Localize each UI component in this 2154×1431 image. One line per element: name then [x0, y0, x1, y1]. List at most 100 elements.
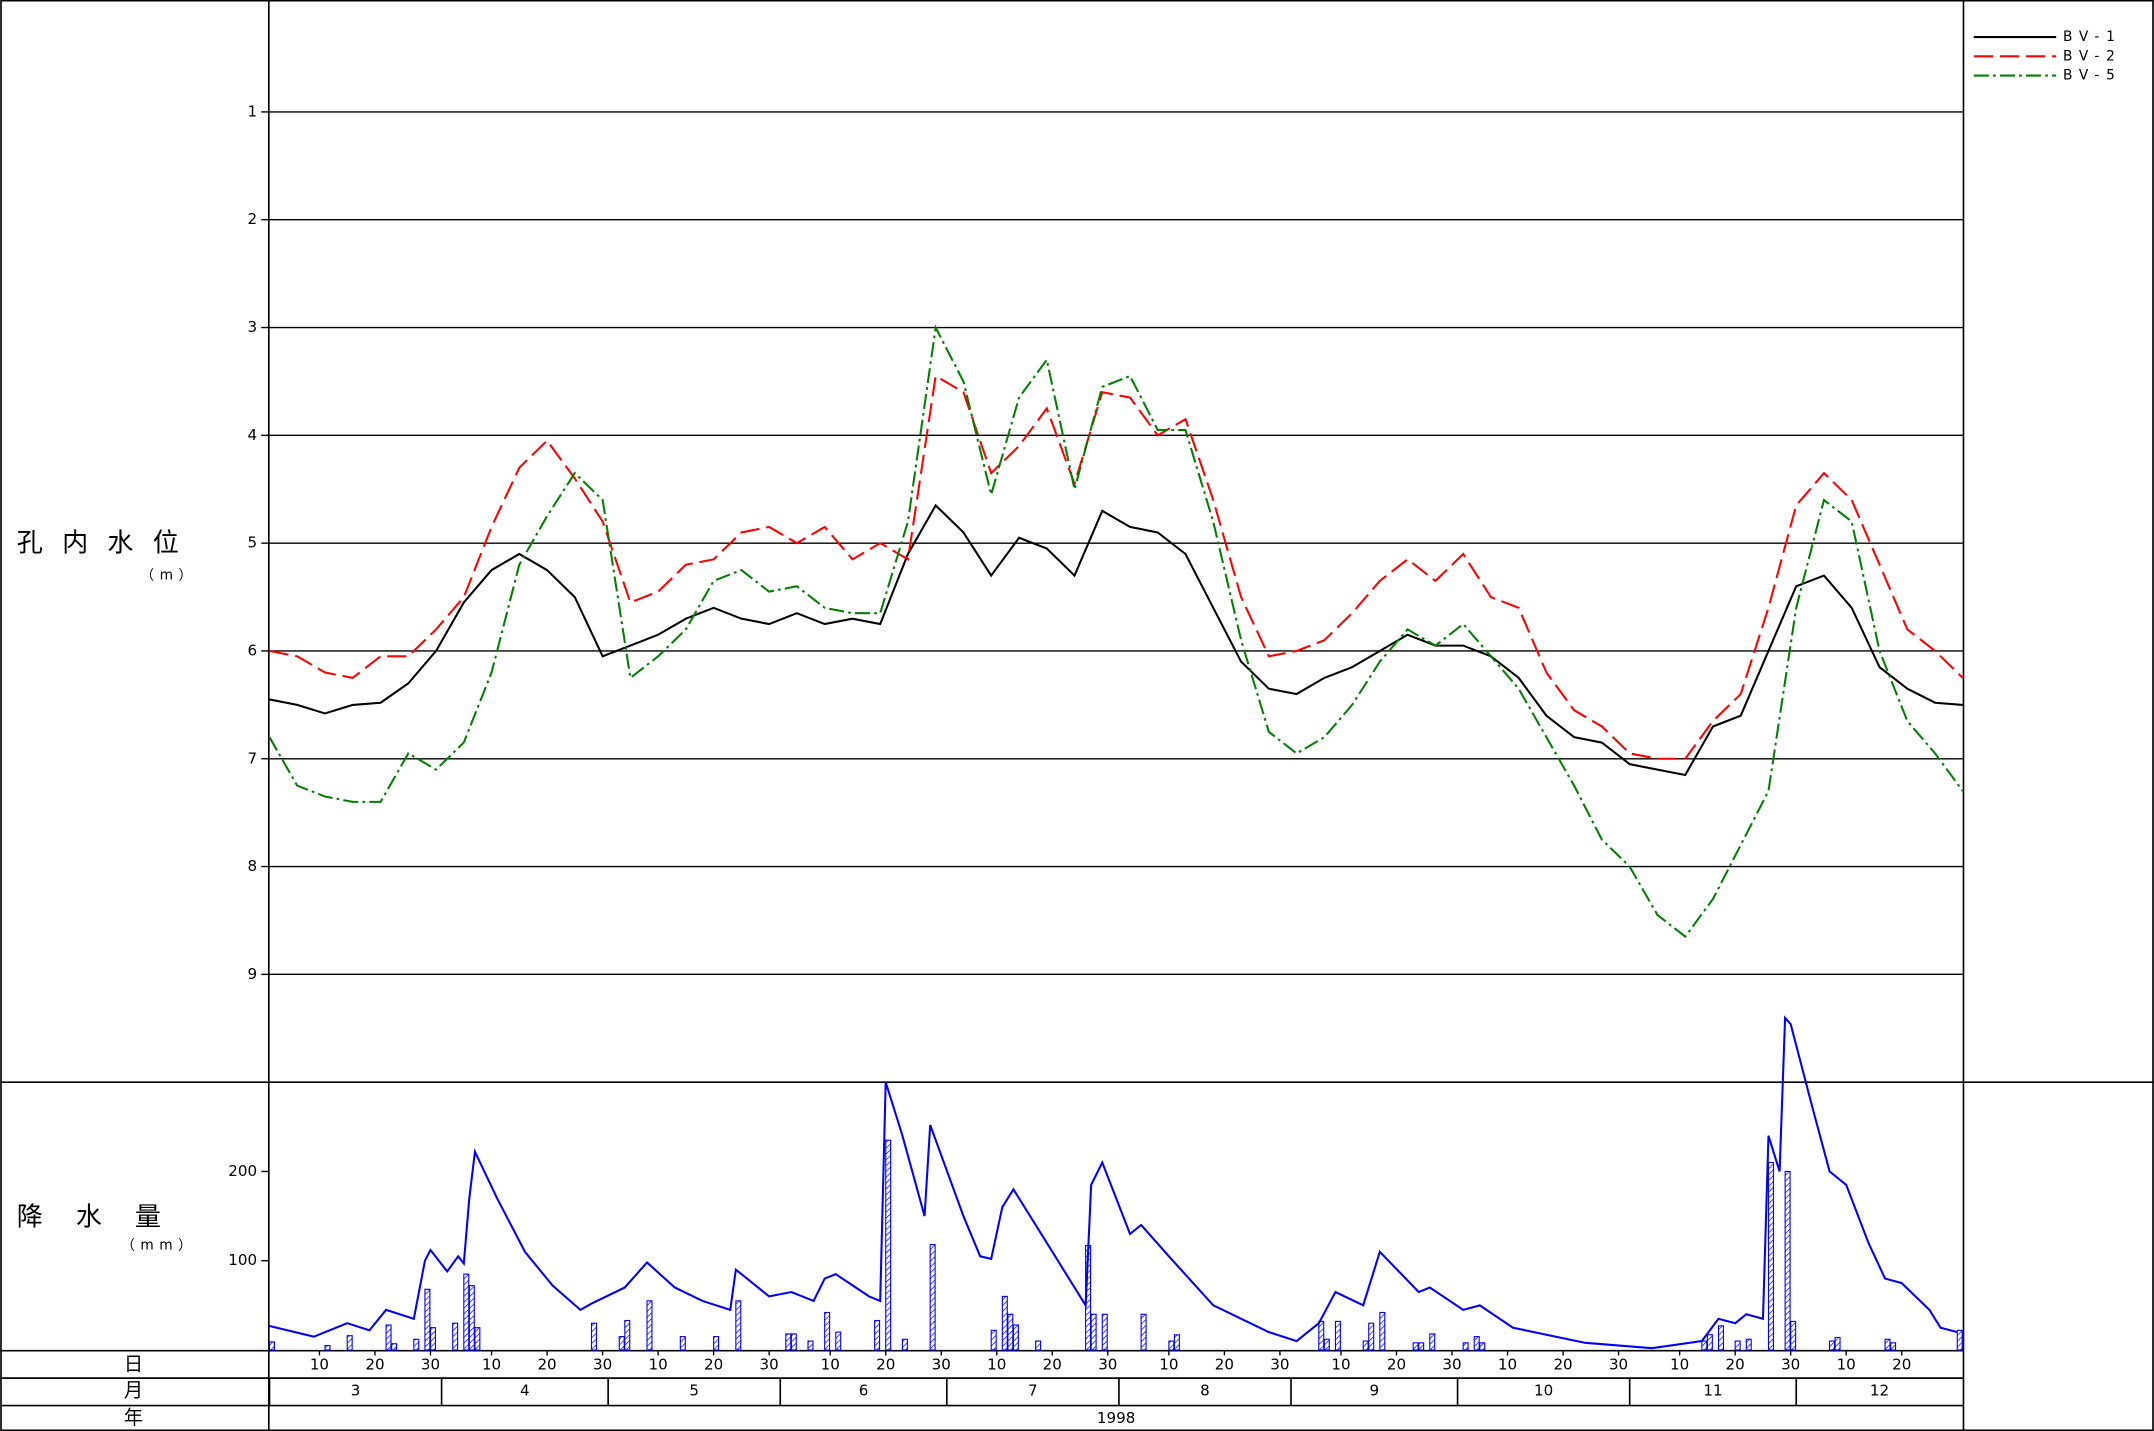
bar	[807, 1340, 814, 1351]
bar	[1956, 1329, 1963, 1351]
bar	[646, 1300, 653, 1351]
bar	[1462, 1342, 1469, 1351]
legend-label: BV-1	[2063, 29, 2122, 45]
x-tick-label: 30	[1781, 1356, 1800, 1374]
bar	[452, 1322, 459, 1351]
y-axis-label: 降水量	[17, 1203, 194, 1233]
x-tick-label: 30	[932, 1356, 951, 1374]
bar	[1168, 1340, 1175, 1351]
bar	[835, 1331, 842, 1351]
bar	[1418, 1342, 1425, 1351]
bar	[474, 1327, 481, 1351]
x-tick-label: 10	[1159, 1356, 1178, 1374]
bar	[929, 1244, 936, 1351]
bar	[1318, 1320, 1325, 1351]
bar	[885, 1139, 892, 1351]
month-label: 11	[1703, 1382, 1722, 1400]
bar	[1323, 1338, 1330, 1351]
bar	[463, 1273, 470, 1351]
bar	[391, 1343, 398, 1351]
x-tick-label: 20	[1043, 1356, 1062, 1374]
bar	[1001, 1295, 1008, 1351]
y-axis-label: 孔内水位	[17, 528, 198, 558]
month-label: 12	[1870, 1382, 1889, 1400]
bar	[385, 1324, 392, 1351]
bar	[990, 1329, 997, 1351]
bar	[424, 1288, 431, 1351]
bar	[590, 1322, 597, 1351]
x-tick-label: 10	[649, 1356, 668, 1374]
x-tick-label: 30	[1442, 1356, 1461, 1374]
row-label: 月	[124, 1379, 143, 1402]
x-tick-label: 20	[1892, 1356, 1911, 1374]
bar	[624, 1319, 631, 1351]
y-tick-label: 5	[248, 534, 258, 552]
bar	[1090, 1313, 1097, 1351]
x-tick-label: 10	[310, 1356, 329, 1374]
bar	[1717, 1325, 1725, 1351]
year-label: 1998	[1097, 1409, 1135, 1427]
bar	[1828, 1340, 1836, 1351]
month-label: 10	[1534, 1382, 1553, 1400]
bar	[1784, 1170, 1791, 1351]
bar	[735, 1300, 742, 1351]
bar	[1368, 1322, 1375, 1351]
bar	[1890, 1342, 1897, 1351]
legend-label: BV-5	[2063, 68, 2122, 84]
x-tick-label: 30	[421, 1356, 440, 1374]
y-tick-label: 3	[248, 318, 258, 336]
bar	[1473, 1336, 1480, 1351]
bar	[1012, 1324, 1019, 1351]
bar	[1834, 1336, 1841, 1351]
x-tick-label: 10	[987, 1356, 1006, 1374]
x-tick-label: 30	[1270, 1356, 1289, 1374]
y-tick-label: 2	[248, 210, 258, 228]
bar	[324, 1344, 331, 1351]
x-tick-label: 10	[821, 1356, 840, 1374]
x-tick-label: 20	[1387, 1356, 1406, 1374]
x-tick-label: 10	[1498, 1356, 1517, 1374]
month-label: 9	[1369, 1382, 1379, 1400]
x-tick-label: 10	[1837, 1356, 1856, 1374]
bar	[1790, 1320, 1797, 1351]
bar	[618, 1336, 625, 1351]
x-tick-label: 20	[365, 1356, 384, 1374]
y-tick-label: 200	[228, 1162, 257, 1180]
y-tick-label: 8	[248, 857, 258, 875]
x-tick-label: 20	[537, 1356, 556, 1374]
line-series	[269, 503, 1963, 777]
x-tick-label: 10	[482, 1356, 501, 1374]
month-label: 8	[1200, 1382, 1210, 1400]
x-tick-label: 30	[760, 1356, 779, 1374]
bar	[901, 1338, 908, 1351]
legend-label: BV-2	[2063, 48, 2122, 64]
month-label: 3	[351, 1382, 361, 1400]
x-tick-label: 30	[593, 1356, 612, 1374]
line-series	[269, 1015, 1958, 1350]
bar	[468, 1285, 475, 1351]
line-series	[269, 374, 1964, 760]
x-tick-label: 30	[1609, 1356, 1628, 1374]
bar	[1412, 1342, 1419, 1351]
bar	[1479, 1342, 1486, 1351]
month-label: 6	[859, 1382, 869, 1400]
y-axis-unit: （mm）	[121, 1238, 197, 1254]
y-tick-label: 7	[248, 749, 258, 767]
bar	[1706, 1334, 1713, 1351]
month-label: 7	[1028, 1382, 1038, 1400]
y-tick-label: 100	[228, 1251, 257, 1269]
y-axis-unit: （m）	[140, 567, 197, 583]
row-label: 年	[124, 1406, 143, 1429]
x-tick-label: 20	[1553, 1356, 1572, 1374]
x-tick-label: 30	[1098, 1356, 1117, 1374]
bar	[1734, 1340, 1741, 1351]
bar	[874, 1319, 881, 1351]
bar	[1007, 1313, 1014, 1351]
bar	[785, 1333, 792, 1351]
y-tick-label: 1	[248, 102, 258, 120]
bar	[1429, 1333, 1436, 1351]
bar	[268, 1341, 275, 1351]
